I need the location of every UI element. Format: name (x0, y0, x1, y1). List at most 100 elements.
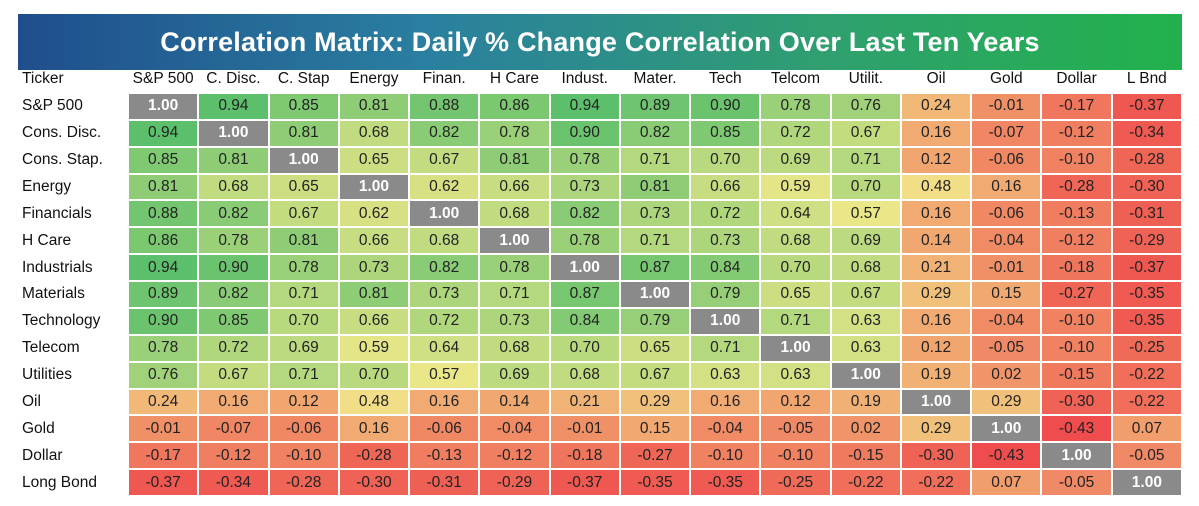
heatmap-cell: -0.37 (1112, 255, 1181, 280)
heatmap-cell: 0.78 (269, 255, 338, 280)
heatmap-cell: 0.15 (972, 282, 1041, 307)
heatmap-cell: 0.82 (199, 201, 268, 227)
heatmap-cell: 0.85 (691, 120, 760, 146)
heatmap-cell: 0.78 (199, 228, 268, 254)
heatmap-cell: 0.62 (339, 201, 409, 227)
heatmap-cell: 0.71 (620, 228, 690, 254)
heatmap-cell: 0.86 (480, 93, 549, 119)
diagonal-cell: 1.00 (761, 335, 830, 361)
row-header: Energy (22, 177, 72, 195)
column-header: Energy (349, 70, 399, 88)
heatmap-cell: -0.22 (1112, 389, 1181, 415)
column-header: Utilit. (848, 70, 884, 88)
heatmap-cell: -0.31 (1112, 201, 1181, 227)
heatmap-cell: 0.68 (550, 362, 619, 388)
heatmap-cell: 0.82 (410, 120, 479, 146)
heatmap-cell: 0.82 (550, 201, 619, 227)
heatmap-cell: 0.71 (269, 282, 338, 307)
heatmap-cell: 0.64 (761, 201, 830, 227)
heatmap-cell: 0.29 (901, 416, 971, 442)
column-header: Finan. (422, 70, 466, 88)
heatmap-cell: 0.89 (620, 93, 690, 119)
heatmap-cell: 0.85 (129, 147, 198, 173)
heatmap-cell: -0.10 (1042, 335, 1111, 361)
heatmap-cell: -0.04 (691, 416, 760, 442)
heatmap-cell: -0.35 (620, 470, 690, 495)
heatmap-cell: 0.82 (199, 282, 268, 307)
row-header: Gold (22, 419, 55, 437)
heatmap-cell: 0.70 (339, 362, 409, 388)
heatmap-cell: -0.01 (972, 255, 1041, 280)
heatmap-cell: 0.88 (129, 201, 198, 227)
heatmap-cell: 0.76 (831, 93, 900, 119)
heatmap-cell: 0.72 (410, 308, 479, 334)
heatmap-cell: -0.28 (1112, 147, 1181, 173)
heatmap-cell: -0.05 (972, 335, 1041, 361)
heatmap-cell: 0.71 (480, 282, 549, 307)
heatmap-cell: 0.63 (691, 362, 760, 388)
heatmap-cell: 0.86 (129, 228, 198, 254)
heatmap-cell: 0.73 (339, 255, 409, 280)
heatmap-cell: 0.63 (831, 335, 900, 361)
column-header: H Care (489, 70, 540, 88)
heatmap-cell: 0.24 (129, 389, 198, 415)
heatmap-cell: -0.10 (1042, 308, 1111, 334)
heatmap-cell: 0.66 (339, 228, 409, 254)
heatmap-cell: 0.65 (620, 335, 690, 361)
heatmap-cell: 0.07 (972, 470, 1041, 495)
column-header: Indust. (561, 70, 608, 88)
diagonal-cell: 1.00 (339, 174, 409, 200)
heatmap-cell: 0.70 (761, 255, 830, 280)
heatmap-cell: 0.65 (269, 174, 338, 200)
heatmap-cell: -0.35 (691, 470, 760, 495)
heatmap-cell: -0.05 (1112, 443, 1181, 469)
heatmap-cell: -0.22 (831, 470, 900, 495)
heatmap-cell: -0.04 (972, 228, 1041, 254)
heatmap-cell: 0.72 (199, 335, 268, 361)
heatmap-cell: -0.07 (972, 120, 1041, 146)
heatmap-cell: -0.25 (761, 470, 830, 495)
heatmap-cell: 0.71 (761, 308, 830, 334)
heatmap-cell: 0.66 (691, 174, 760, 200)
heatmap-cell: -0.29 (480, 470, 549, 495)
row-header: Oil (22, 392, 41, 410)
heatmap-cell: 0.12 (761, 389, 830, 415)
heatmap-cell: 0.69 (480, 362, 549, 388)
heatmap-cell: 0.70 (269, 308, 338, 334)
heatmap-cell: 0.71 (831, 147, 900, 173)
column-header: S&P 500 (132, 70, 194, 88)
heatmap-cell: -0.43 (1042, 416, 1111, 442)
title-banner: Correlation Matrix: Daily % Change Corre… (18, 14, 1182, 70)
column-header: Mater. (633, 70, 677, 88)
heatmap-cell: 0.90 (199, 255, 268, 280)
correlation-matrix: Ticker S&P 500 C. Disc. C. Stap Energy Finan.… (18, 66, 1182, 496)
heatmap-cell: -0.12 (199, 443, 268, 469)
heatmap-cell: 0.90 (129, 308, 198, 334)
column-header: Tech (708, 70, 742, 88)
heatmap-cell: 0.12 (901, 335, 971, 361)
diagonal-cell: 1.00 (480, 228, 549, 254)
row-header: Cons. Stap. (22, 151, 103, 169)
heatmap-cell: 0.73 (480, 308, 549, 334)
heatmap-cell: -0.34 (199, 470, 268, 495)
heatmap-cell: 0.81 (129, 174, 198, 200)
diagonal-cell: 1.00 (410, 201, 479, 227)
heatmap-cell: -0.17 (1042, 93, 1111, 119)
heatmap-cell: 0.24 (901, 93, 971, 119)
heatmap-cell: -0.18 (550, 443, 619, 469)
heatmap-cell: -0.01 (129, 416, 198, 442)
heatmap-cell: 0.29 (901, 282, 971, 307)
heatmap-cell: -0.05 (1042, 470, 1111, 495)
heatmap-cell: 0.16 (339, 416, 409, 442)
heatmap-cell: -0.28 (339, 443, 409, 469)
row-header: Utilities (22, 366, 72, 384)
heatmap-cell: 0.81 (269, 228, 338, 254)
heatmap-cell: -0.25 (1112, 335, 1181, 361)
heatmap-cell: 0.65 (339, 147, 409, 173)
heatmap-cell: 0.68 (831, 255, 900, 280)
heatmap-cell: 0.78 (129, 335, 198, 361)
heatmap-cell: -0.37 (550, 470, 619, 495)
row-header: Dollar (22, 446, 63, 464)
heatmap-cell: -0.10 (1042, 147, 1111, 173)
heatmap-cell: -0.28 (269, 470, 338, 495)
